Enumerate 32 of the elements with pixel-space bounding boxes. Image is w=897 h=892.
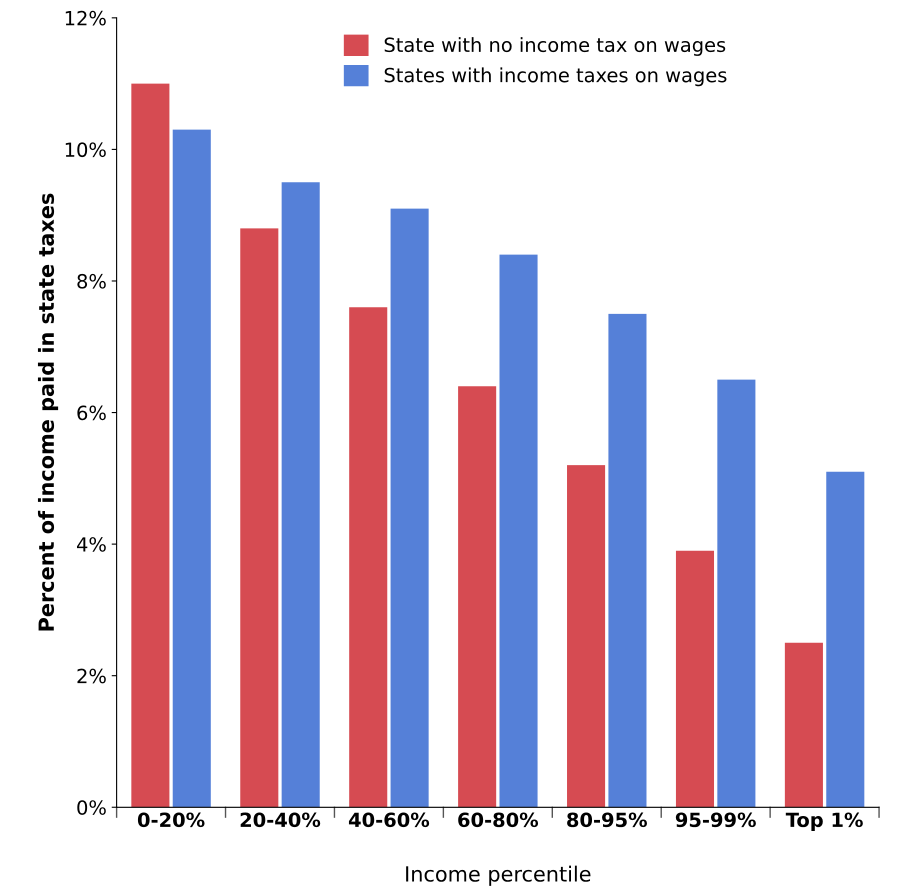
- x-tick-label: 80-95%: [567, 812, 647, 828]
- y-tick-label: 0%: [77, 800, 106, 815]
- bar: [826, 472, 864, 808]
- x-tick-label: 95-99%: [676, 812, 756, 828]
- x-tick-label: 60-80%: [458, 812, 538, 828]
- y-axis-title: Percent of income paid in state taxes: [38, 194, 58, 631]
- x-tick-label: Top 1%: [786, 812, 863, 831]
- bar: [567, 465, 606, 808]
- bar: [240, 228, 278, 808]
- x-tick-label: 40-60%: [348, 812, 430, 828]
- bar: [131, 84, 170, 808]
- y-tick-label: 6%: [77, 406, 106, 420]
- bar: [282, 182, 320, 808]
- x-tick-label: 0-20%: [138, 812, 205, 828]
- y-tick-label: 4%: [76, 537, 106, 552]
- legend-label: State with no income tax on wages: [384, 37, 726, 56]
- y-tick-label: 8%: [77, 274, 106, 289]
- bar: [458, 386, 496, 808]
- x-axis-title: Income percentile: [406, 866, 590, 886]
- y-tick-label: 10%: [66, 142, 106, 158]
- bar: [390, 208, 429, 808]
- bar: [784, 642, 823, 808]
- bar: [172, 130, 211, 808]
- bar: [676, 550, 714, 808]
- bar: [499, 254, 538, 808]
- bar: [608, 314, 646, 808]
- bar: [717, 380, 756, 808]
- y-tick-label: 2%: [77, 668, 106, 684]
- y-tick-label: 12%: [66, 10, 106, 26]
- x-tick-label: 20-40%: [240, 812, 320, 828]
- bar: [349, 307, 388, 808]
- legend-label: States with income taxes on wages: [384, 67, 726, 86]
